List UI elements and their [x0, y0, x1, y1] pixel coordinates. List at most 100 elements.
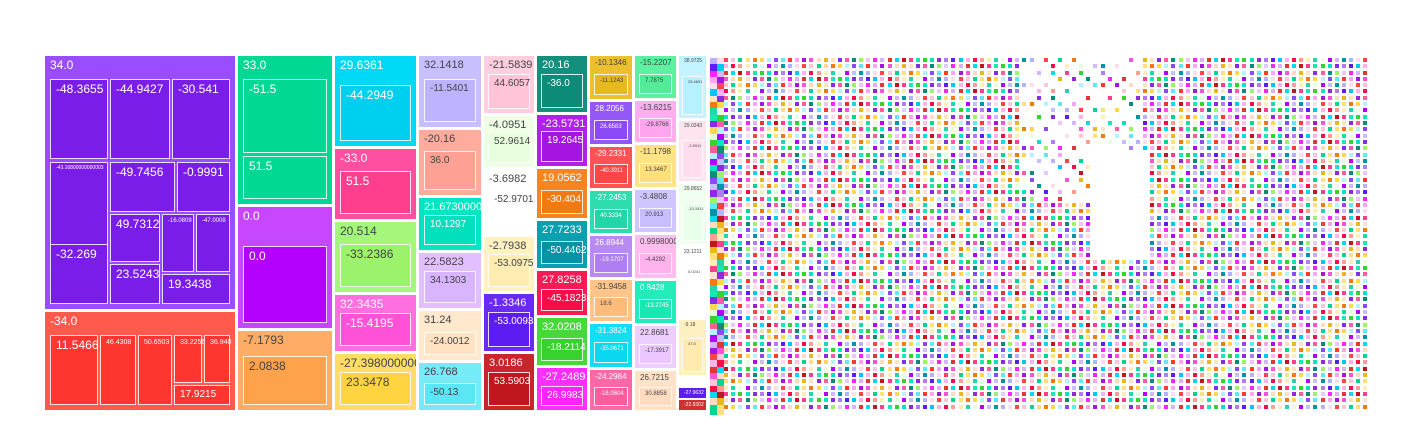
- treemap-group-18[interactable]: -3.6982 -52.9701: [484, 170, 534, 234]
- treemap-cell[interactable]: 51.5: [340, 171, 411, 214]
- treemap-cell[interactable]: -16.0809: [162, 214, 194, 272]
- treemap-cell[interactable]: -32.269: [50, 244, 108, 304]
- treemap-cell[interactable]: -44.2949: [340, 85, 411, 141]
- treemap-cell[interactable]: -45.1823: [541, 289, 586, 311]
- treemap-cell[interactable]: -48.3655: [50, 79, 108, 159]
- treemap-group-30[interactable]: 28.2056 26.6583: [590, 102, 632, 144]
- treemap-group-23[interactable]: -23.5731 19.2645: [537, 115, 587, 166]
- treemap-cell[interactable]: 46.4308: [100, 335, 136, 405]
- treemap-group-28[interactable]: -27.2489 26.9983: [537, 368, 587, 410]
- treemap-cell[interactable]: 52.9614: [488, 132, 530, 163]
- treemap-cell[interactable]: 33.2256: [174, 335, 205, 383]
- treemap-group-6[interactable]: -33.0 51.5: [335, 149, 416, 219]
- treemap-group-32[interactable]: -27.2453 40.3334: [590, 191, 632, 233]
- treemap-group-31[interactable]: -29.2331 -40.3911: [590, 147, 632, 188]
- treemap-cell[interactable]: 40.3334: [594, 209, 628, 229]
- treemap-cell[interactable]: -18.2114: [541, 338, 586, 361]
- treemap-group-0[interactable]: 34.0 -48.3655 -44.9427 -30.541 -43.168000000…: [45, 56, 235, 309]
- treemap-group-51[interactable]: -22.9302: [679, 400, 706, 410]
- treemap-cell[interactable]: -53.0975: [488, 254, 533, 287]
- treemap-cell[interactable]: 18.6: [594, 297, 628, 317]
- treemap-cell[interactable]: -17.3917: [639, 344, 672, 364]
- treemap-cell[interactable]: -49.7456: [110, 162, 175, 212]
- treemap-group-14[interactable]: 31.24 -24.0012: [419, 311, 481, 360]
- treemap-cell[interactable]: -44.9427: [110, 79, 170, 159]
- treemap-cell[interactable]: -13.1511: [682, 203, 704, 241]
- treemap-group-21[interactable]: 3.0186 53.5903: [484, 354, 534, 410]
- treemap-group-40[interactable]: -3.4808 20.913: [635, 190, 676, 232]
- treemap-cell[interactable]: -15.4195: [340, 313, 411, 346]
- treemap-group-22[interactable]: 20.16 -36.0: [537, 56, 587, 112]
- treemap-cell[interactable]: 7.7875: [639, 74, 672, 94]
- treemap-cell[interactable]: 36.940: [204, 335, 231, 383]
- treemap-group-15[interactable]: 26.768 -50.13: [419, 363, 481, 410]
- treemap-group-20[interactable]: -1.3346 -53.0093: [484, 294, 534, 351]
- treemap-group-42[interactable]: 0.8428 -13.2745: [635, 281, 676, 323]
- treemap-group-7[interactable]: 20.514 -33.2386: [335, 222, 416, 292]
- treemap-group-36[interactable]: -24.2984 -16.0604: [590, 370, 632, 410]
- treemap-cell[interactable]: 49.7312: [110, 214, 160, 262]
- treemap-cell[interactable]: -4.4292: [639, 253, 672, 274]
- treemap-group-5[interactable]: 29.6361 -44.2949: [335, 56, 416, 146]
- treemap-group-29[interactable]: -10.1346 -11.1243: [590, 56, 632, 99]
- treemap-cell[interactable]: 0.0: [243, 246, 327, 323]
- treemap-group-43[interactable]: 22.8681 -17.3917: [635, 326, 676, 368]
- treemap-cell[interactable]: 19.2645: [541, 131, 583, 162]
- treemap-cell[interactable]: -2.9911: [682, 140, 703, 178]
- treemap-group-35[interactable]: -31.3824 -35.0671: [590, 324, 632, 367]
- treemap-cell[interactable]: -13.2745: [639, 299, 672, 319]
- treemap-cell[interactable]: 47.5: [682, 338, 703, 372]
- treemap-cell[interactable]: 23.3478: [340, 372, 411, 405]
- treemap-group-49[interactable]: -9.18 47.5: [679, 320, 706, 375]
- treemap-cell[interactable]: -50.13: [424, 383, 476, 405]
- treemap-group-41[interactable]: 0.9998000000000022-4.4292: [635, 235, 676, 278]
- treemap-cell[interactable]: 26.9983: [541, 386, 583, 406]
- treemap-cell[interactable]: 23.5243: [110, 264, 160, 304]
- treemap-group-3[interactable]: 0.0 0.0: [238, 207, 332, 328]
- treemap-cell[interactable]: 19.3438: [162, 274, 230, 304]
- treemap-group-2[interactable]: 33.0 -51.5 51.5: [238, 56, 332, 204]
- treemap-group-50[interactable]: -27.9632: [679, 388, 706, 398]
- treemap-group-37[interactable]: -15.2207 7.7875: [635, 56, 676, 98]
- treemap-cell[interactable]: -53.0093: [488, 312, 533, 347]
- treemap-group-11[interactable]: -20.16 36.0: [419, 130, 481, 195]
- treemap-cell[interactable]: -47.0008: [196, 214, 230, 272]
- treemap-group-38[interactable]: -13.6215 -29.8766: [635, 101, 676, 142]
- treemap-cell[interactable]: 17.9215: [174, 385, 230, 405]
- treemap-cell[interactable]: 30.8858: [639, 387, 672, 406]
- treemap-cell[interactable]: -51.5: [243, 79, 327, 153]
- treemap-group-16[interactable]: -21.5839 44.6057: [484, 56, 534, 113]
- treemap-cell[interactable]: 44.6057: [488, 74, 530, 109]
- treemap-group-10[interactable]: 32.1418 -11.5401: [419, 56, 481, 127]
- treemap-cell[interactable]: -11.1243: [594, 74, 628, 95]
- treemap-cell[interactable]: 53.5903: [488, 372, 530, 406]
- treemap-cell[interactable]: 36.0: [424, 151, 476, 190]
- treemap-group-45[interactable]: 38.9725 25.4651: [679, 56, 706, 118]
- treemap-cell[interactable]: -24.0012: [424, 332, 476, 355]
- treemap-group-33[interactable]: 26.8944 -19.1707: [590, 236, 632, 277]
- treemap-group-27[interactable]: 32.0208 -18.2114: [537, 318, 587, 365]
- treemap-cell[interactable]: -30.541: [172, 79, 230, 159]
- treemap-group-44[interactable]: 26.7215 30.8858: [635, 371, 676, 410]
- treemap-cell[interactable]: 25.4651: [682, 76, 703, 115]
- treemap-group-47[interactable]: 29.8652 -13.1511: [679, 184, 706, 244]
- treemap-cell[interactable]: 34.1303: [424, 271, 476, 303]
- treemap-cell[interactable]: -30.404: [541, 190, 583, 214]
- treemap-group-1[interactable]: -34.0 11.5466 46.4308 50.6503 33.2256 36.940 1…: [45, 312, 235, 410]
- treemap-cell[interactable]: -0.9991: [177, 162, 230, 212]
- treemap-cell[interactable]: 13.3467: [639, 163, 672, 183]
- treemap-group-12[interactable]: 21.67300000000000510.1297: [419, 198, 481, 250]
- treemap-cell[interactable]: 50.6503: [138, 335, 172, 405]
- treemap-group-39[interactable]: -11.1798 13.3467: [635, 145, 676, 187]
- treemap-cell[interactable]: -52.9701: [488, 190, 533, 230]
- treemap-group-25[interactable]: 27.7233 -50.4462: [537, 221, 587, 268]
- treemap-group-19[interactable]: -2.7938 -53.0975: [484, 237, 534, 291]
- treemap-group-13[interactable]: 22.5823 34.1303: [419, 253, 481, 308]
- treemap-cell[interactable]: 11.5466: [50, 335, 99, 405]
- treemap-cell[interactable]: 51.5: [243, 156, 327, 199]
- treemap-group-34[interactable]: -31.9458 18.6: [590, 280, 632, 321]
- treemap-cell[interactable]: 0.0241: [682, 266, 703, 304]
- treemap-cell[interactable]: 26.6583: [594, 120, 628, 140]
- treemap-cell[interactable]: -16.0604: [594, 387, 628, 406]
- treemap-group-48[interactable]: 23.1211 0.0241: [679, 247, 706, 307]
